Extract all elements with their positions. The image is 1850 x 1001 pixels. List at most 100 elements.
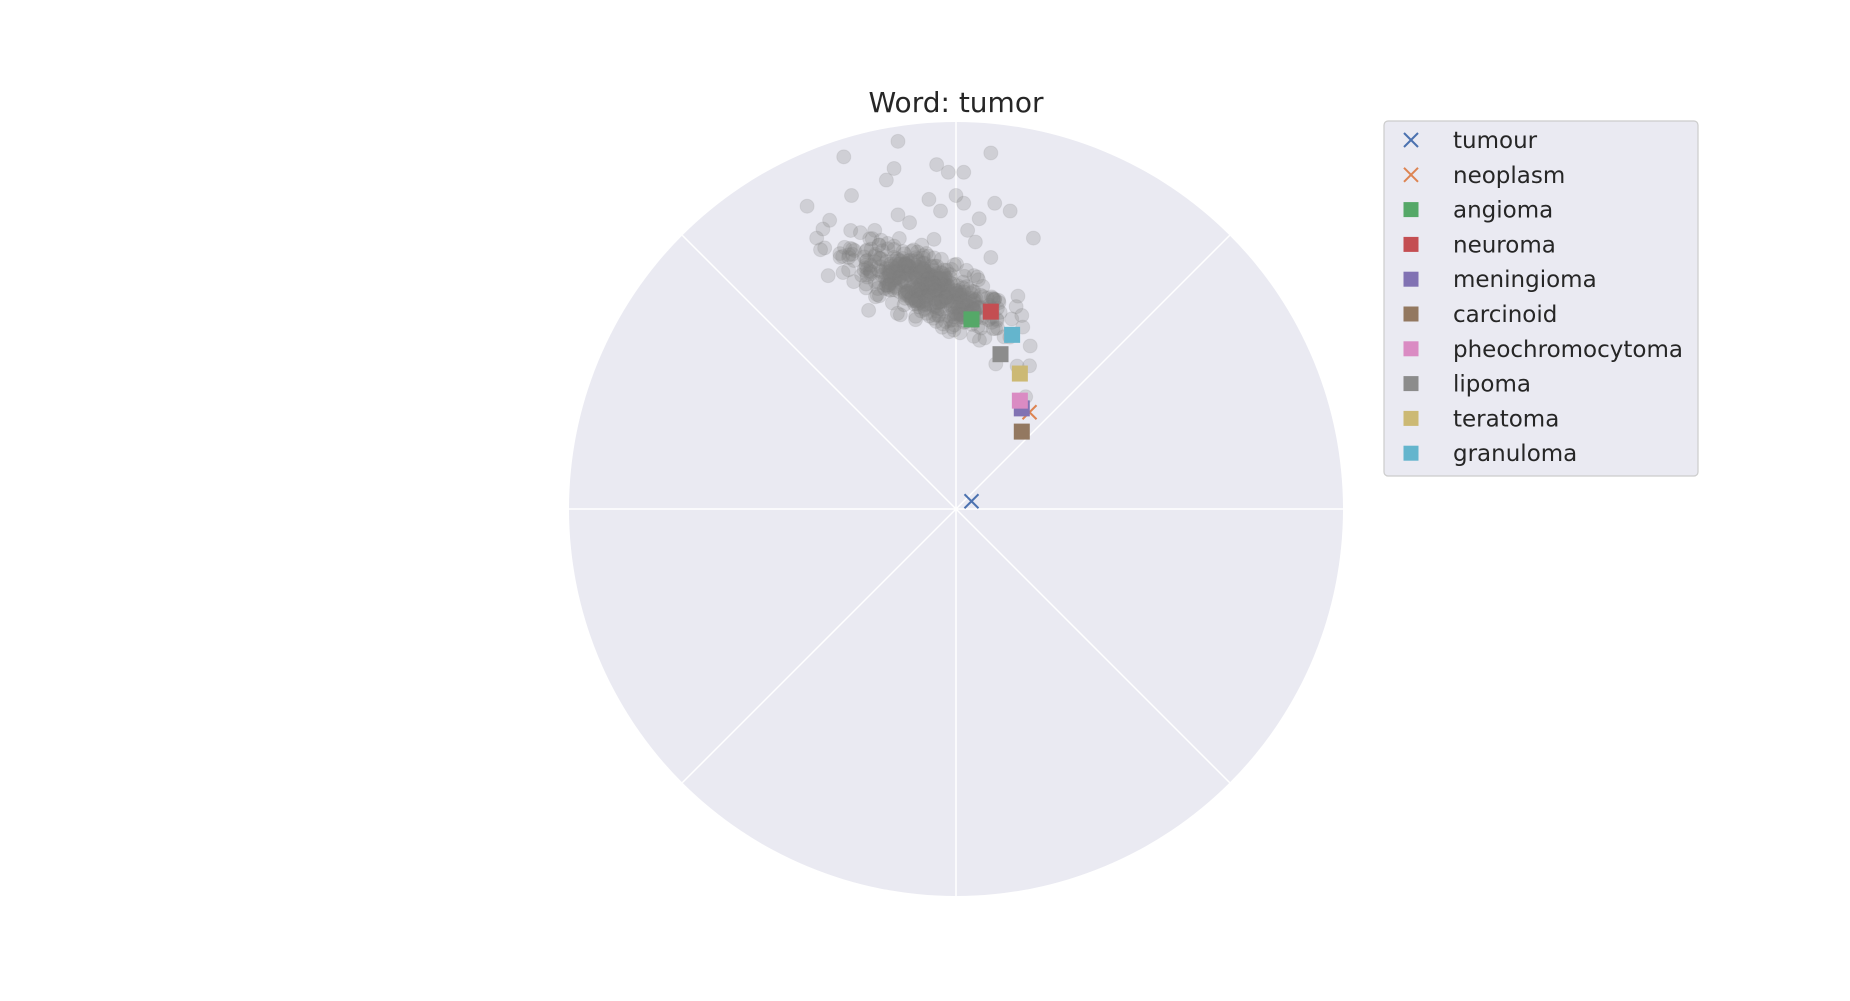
background-point (937, 271, 953, 287)
background-point (943, 299, 959, 315)
background-point (930, 300, 946, 316)
background-point (940, 164, 956, 180)
background-point (895, 263, 911, 279)
background-point (881, 279, 897, 295)
background-point (930, 275, 946, 291)
background-point (929, 303, 945, 319)
background-point (914, 280, 930, 296)
background-point (913, 282, 929, 298)
background-point (965, 283, 981, 299)
background-point (927, 307, 943, 323)
background-point (912, 289, 928, 305)
background-point (955, 274, 971, 290)
background-point (932, 281, 948, 297)
background-point (880, 263, 896, 279)
background-point (927, 277, 943, 293)
background-point (937, 276, 953, 292)
background-point (908, 282, 924, 298)
background-point (933, 203, 949, 219)
background-point (910, 262, 926, 278)
point-tumour (963, 493, 980, 509)
background-point (942, 266, 958, 282)
background-point (879, 278, 895, 294)
background-point (902, 262, 918, 278)
point-angioma (963, 311, 980, 328)
background-point (878, 172, 894, 188)
background-point (835, 248, 851, 264)
background-point (951, 282, 967, 298)
background-point (858, 253, 874, 269)
background-point (945, 306, 961, 322)
legend-marker-teratoma (1403, 410, 1419, 426)
background-point (867, 246, 883, 262)
background-point (1025, 230, 1041, 246)
background-point (920, 278, 936, 294)
background-point (920, 287, 936, 303)
background-point (939, 293, 955, 309)
background-point (899, 253, 915, 269)
background-point (1002, 203, 1018, 219)
gridline-225 (681, 508, 957, 784)
background-point (887, 260, 903, 276)
background-point (932, 270, 948, 286)
legend-marker-tumour (1403, 132, 1419, 148)
background-point (893, 274, 909, 290)
background-point (886, 270, 902, 286)
background-point (940, 279, 956, 295)
background-point (891, 231, 907, 247)
background-point (983, 145, 999, 161)
background-point (914, 259, 930, 275)
background-point (852, 225, 868, 241)
background-point (844, 241, 860, 257)
background-point (872, 251, 888, 267)
background-point (890, 263, 906, 279)
background-point (927, 276, 943, 292)
background-point (945, 298, 961, 314)
background-point (878, 277, 894, 293)
background-point (938, 285, 954, 301)
background-point (961, 281, 977, 297)
background-point (931, 284, 947, 300)
background-point (927, 258, 943, 274)
legend-marker-angioma (1403, 202, 1419, 218)
background-point (886, 253, 902, 269)
background-point (949, 290, 965, 306)
background-point (877, 264, 893, 280)
background-point (897, 256, 913, 272)
background-point (934, 301, 950, 317)
background-point (966, 293, 982, 309)
background-point (908, 293, 924, 309)
background-point (920, 266, 936, 282)
background-point (923, 259, 939, 275)
background-point (900, 283, 916, 299)
background-point (952, 288, 968, 304)
background-point (920, 285, 936, 301)
background-point (887, 264, 903, 280)
background-point (815, 221, 831, 237)
background-point (919, 266, 935, 282)
background-point (896, 297, 912, 313)
background-point (900, 260, 916, 276)
background-point (871, 274, 887, 290)
background-point (895, 244, 911, 260)
background-point (858, 257, 874, 273)
background-point (931, 307, 947, 323)
background-point (920, 263, 936, 279)
background-point (933, 251, 949, 267)
background-point (921, 191, 937, 207)
background-point (941, 283, 957, 299)
background-point (918, 269, 934, 285)
background-point (912, 264, 928, 280)
background-point (935, 276, 951, 292)
background-point (911, 283, 927, 299)
background-point (911, 271, 927, 287)
background-point (934, 293, 950, 309)
background-point (923, 274, 939, 290)
background-point (890, 133, 906, 149)
background-point (945, 312, 961, 328)
background-point (917, 302, 933, 318)
background-point (891, 283, 907, 299)
background-point (925, 310, 941, 326)
background-point (890, 258, 906, 274)
background-point (871, 237, 887, 253)
